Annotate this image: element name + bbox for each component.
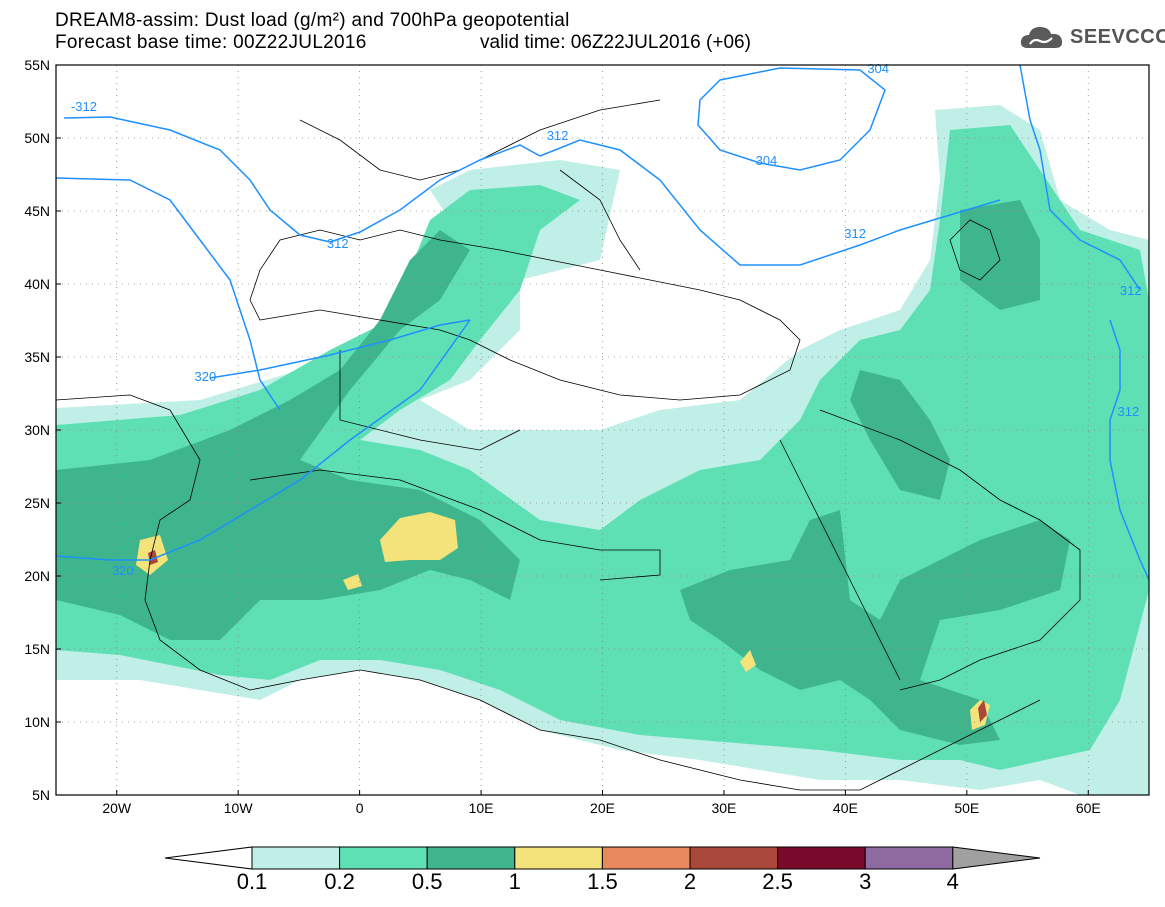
colorbar-segment <box>601 846 691 870</box>
dust-band-1-small-a <box>343 574 362 590</box>
lat-tick-label: 10N <box>24 714 50 730</box>
contour-304-partial <box>1019 65 1141 291</box>
lat-tick-label: 50N <box>24 130 50 146</box>
lat-tick-label: 40N <box>24 276 50 292</box>
contour-label: -312 <box>71 99 97 114</box>
lat-tick-label: 35N <box>24 349 50 365</box>
contour-312-east <box>1109 319 1149 581</box>
colorbar <box>164 846 1041 870</box>
colorbar-segment <box>426 846 516 870</box>
colorbar-segment <box>514 846 603 870</box>
lat-tick-label: 25N <box>24 495 50 511</box>
colorbar-level-label: 2.5 <box>762 869 793 894</box>
contour-label: 312 <box>1118 404 1140 419</box>
lon-tick-label: 0 <box>356 800 364 816</box>
seevccc-logo: SEEVCCC <box>1018 22 1165 52</box>
graticule <box>56 65 1149 795</box>
dust-band-1-small-b <box>740 650 756 672</box>
lat-tick-label: 20N <box>24 568 50 584</box>
dust-band-2-somalia <box>978 700 987 722</box>
contour-label: 320 <box>195 369 217 384</box>
geopotential-contours <box>56 65 1149 581</box>
lon-tick-label: 20W <box>102 800 132 816</box>
dust-band-2-west <box>148 550 158 565</box>
axis-labels: 55N 50N 45N 40N 35N 30N 25N 20N 15N 10N 5N 20W 10W 0 1… <box>24 57 1100 816</box>
lon-tick-label: 20E <box>590 800 615 816</box>
lon-tick-label: 60E <box>1076 800 1101 816</box>
contour-320-south <box>56 319 471 561</box>
colorbar-level-label: 1 <box>508 869 521 894</box>
contour-312-central <box>539 139 1001 266</box>
contour-label: 312 <box>327 236 349 251</box>
colorbar-under-arrow <box>164 846 253 870</box>
dust-band-0-5-sahel <box>680 510 1070 745</box>
lon-tick-label: 30E <box>711 800 736 816</box>
colorbar-level-label: 0.1 <box>236 869 268 894</box>
dust-band-0-2 <box>56 125 1149 770</box>
colorbar-level-label: 4 <box>946 869 959 894</box>
contour-304 <box>697 67 886 171</box>
contour-label: 312 <box>844 226 866 241</box>
colorbar-level-label: 2 <box>683 869 697 894</box>
cloud-icon <box>1020 27 1063 48</box>
lat-tick-label: 5N <box>32 787 50 803</box>
colorbar-segment <box>864 846 954 870</box>
colorbar-segment <box>251 846 341 870</box>
contour-312-arc <box>329 144 541 243</box>
lat-tick-label: 45N <box>24 203 50 219</box>
logo-text: SEEVCCC <box>1070 25 1165 48</box>
map-title: DREAM8-assim: Dust load (g/m²) and 700hP… <box>55 10 570 31</box>
lat-tick-label: 30N <box>24 422 50 438</box>
colorbar-segment <box>777 846 866 870</box>
colorbar-segment <box>339 846 428 870</box>
colorbar-level-label: 0.5 <box>411 869 443 894</box>
lat-tick-label: 15N <box>24 641 50 657</box>
dust-band-1 <box>380 512 458 562</box>
contour-label: 304 <box>756 153 778 168</box>
lon-tick-label: 10W <box>224 800 254 816</box>
contour-label: 312 <box>547 128 569 143</box>
contour-label: 312 <box>1120 283 1142 298</box>
colorbar-segment <box>689 846 779 870</box>
contour-label: 304 <box>867 61 889 76</box>
contour-312-west <box>56 177 281 411</box>
valid-time: valid time: 06Z22JUL2016 (+06) <box>480 32 751 53</box>
coastlines <box>56 99 1081 791</box>
colorbar-level-label: 1.5 <box>587 869 618 894</box>
dust-band-0-5-caspian <box>960 200 1040 310</box>
colorbar-over-arrow <box>952 846 1041 870</box>
contour-neg312 <box>63 116 331 243</box>
lon-tick-label: 10E <box>469 800 494 816</box>
colorbar-level-label: 3 <box>859 869 872 894</box>
forecast-base-time: Forecast base time: 00Z22JUL2016 <box>55 32 367 53</box>
contour-labels: -312 312 320 320 312 304 304 312 312 312 <box>71 61 1142 578</box>
contour-320-north <box>209 319 471 379</box>
dust-band-0-5-iran <box>850 370 950 500</box>
contour-label: 320 <box>112 563 134 578</box>
lon-tick-label: 40E <box>833 800 858 816</box>
colorbar-level-label: 0.2 <box>324 869 355 894</box>
lat-tick-label: 55N <box>24 57 50 73</box>
lon-tick-label: 50E <box>954 800 979 816</box>
